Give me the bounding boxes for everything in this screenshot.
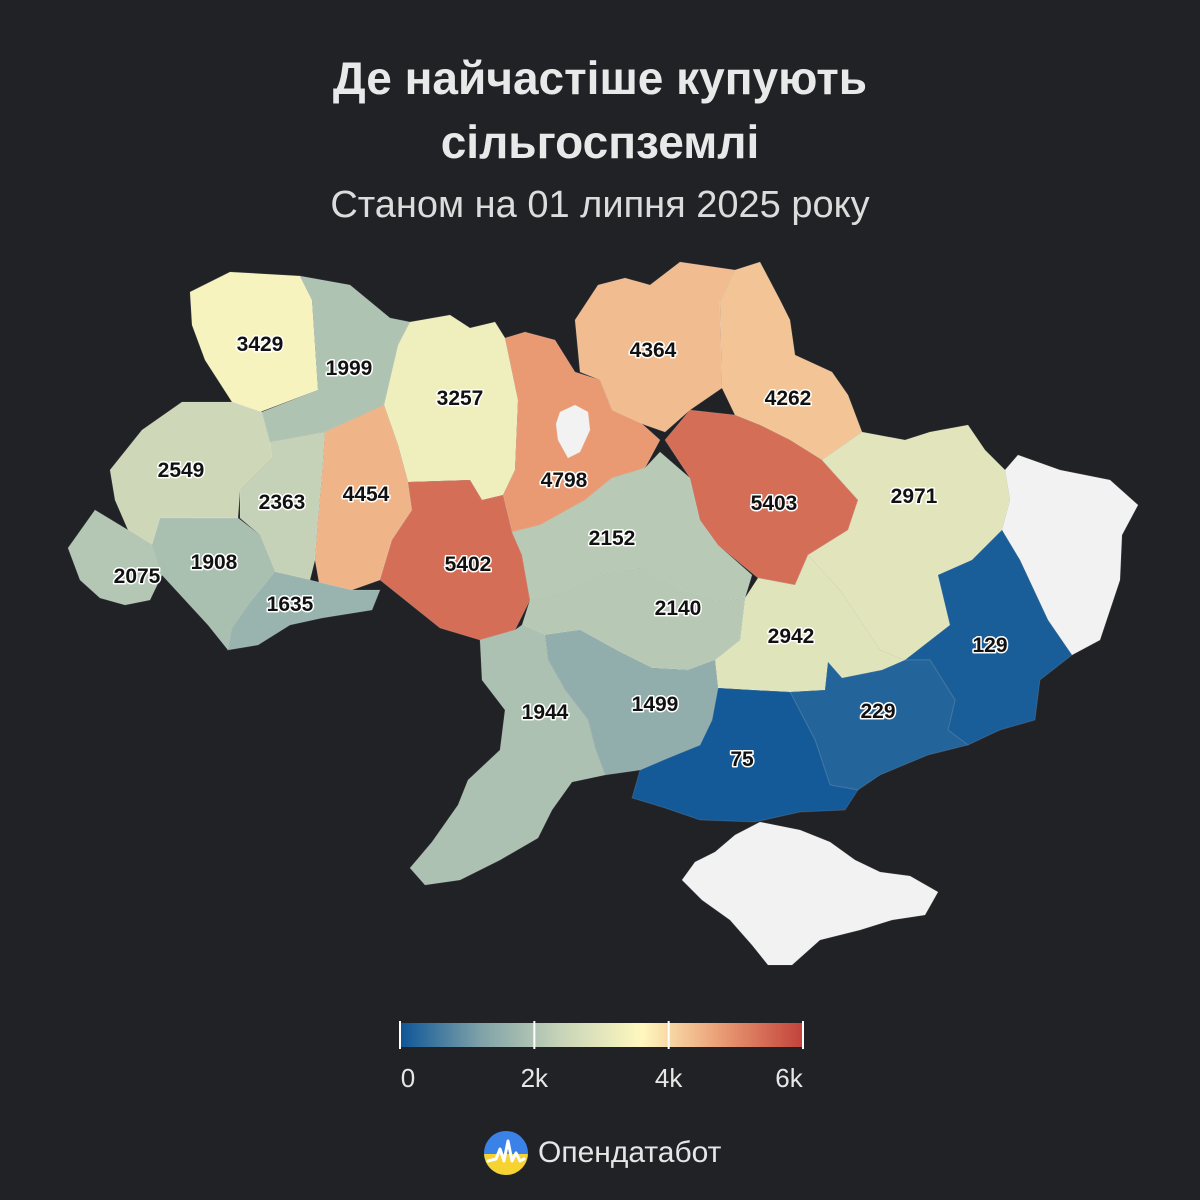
- region-value-donetsk: 129: [972, 634, 1007, 657]
- region-value-sumy: 4262: [765, 387, 812, 410]
- brand-name: Опендатабот: [538, 1136, 722, 1169]
- region-kyiv-city[interactable]: [555, 404, 591, 459]
- region-value-cherkasy: 2152: [589, 527, 636, 550]
- legend-ticks: 0 2k 4k 6k: [399, 1021, 804, 1093]
- region-zakarpattia[interactable]: [67, 509, 163, 606]
- region-value-kharkiv: 2971: [891, 485, 938, 508]
- region-value-kherson: 75: [730, 748, 754, 771]
- color-legend: 0 2k 4k 6k: [399, 1021, 804, 1093]
- region-value-zakarpattia: 2075: [114, 565, 161, 588]
- region-kherson[interactable]: [631, 687, 859, 823]
- regions-layer: [67, 261, 1139, 966]
- region-value-kirovohrad: 2140: [655, 597, 702, 620]
- region-value-volyn: 3429: [237, 333, 284, 356]
- region-value-lviv: 2549: [158, 459, 205, 482]
- region-value-mykolaiv: 1499: [632, 693, 679, 716]
- region-values-layer: 3429 1999 3257 4798 4364 4262 2549 2363 4454 5402…: [112, 332, 1009, 773]
- region-value-zaporizhzhia: 229: [860, 700, 895, 723]
- region-value-poltava: 5403: [751, 492, 798, 515]
- brand: Опендатабот: [484, 1130, 721, 1176]
- region-value-zhytomyr: 3257: [437, 387, 484, 410]
- legend-tick-label: 2k: [521, 1063, 549, 1093]
- page-subtitle: Станом на 01 липня 2025 року: [330, 184, 870, 226]
- region-value-vinnytsia: 5402: [445, 553, 492, 576]
- region-value-ivano-frankivsk: 1908: [191, 551, 238, 574]
- legend-tick-label: 6k: [775, 1063, 803, 1093]
- region-value-kyiv-oblast: 4798: [541, 469, 588, 492]
- region-chernivtsi[interactable]: [227, 571, 381, 651]
- legend-tick-label: 4k: [655, 1063, 683, 1093]
- region-value-chernivtsi: 1635: [267, 593, 314, 616]
- region-value-dnipropetrovsk: 2942: [768, 625, 815, 648]
- legend-tick-label: 0: [401, 1063, 415, 1093]
- region-odesa[interactable]: [409, 624, 606, 886]
- region-value-khmelnytskyi: 4454: [343, 483, 390, 506]
- legend-color-bar: [400, 1023, 803, 1047]
- opendatabot-logo-icon: [484, 1131, 528, 1175]
- region-value-rivne: 1999: [326, 357, 373, 380]
- ukraine-choropleth-map: 3429 1999 3257 4798 4364 4262 2549 2363 4454 5402…: [67, 261, 1139, 1093]
- title-line-1: Де найчастіше купують: [332, 52, 868, 104]
- title-line-2: сільгоспземлі: [440, 116, 760, 168]
- region-value-odesa: 1944: [522, 701, 569, 724]
- region-volyn[interactable]: [189, 271, 319, 413]
- region-value-chernihiv: 4364: [630, 339, 677, 362]
- region-crimea[interactable]: [681, 821, 939, 966]
- region-value-ternopil: 2363: [259, 491, 306, 514]
- page-title: Де найчастіше купують сільгоспземлі: [0, 46, 1200, 174]
